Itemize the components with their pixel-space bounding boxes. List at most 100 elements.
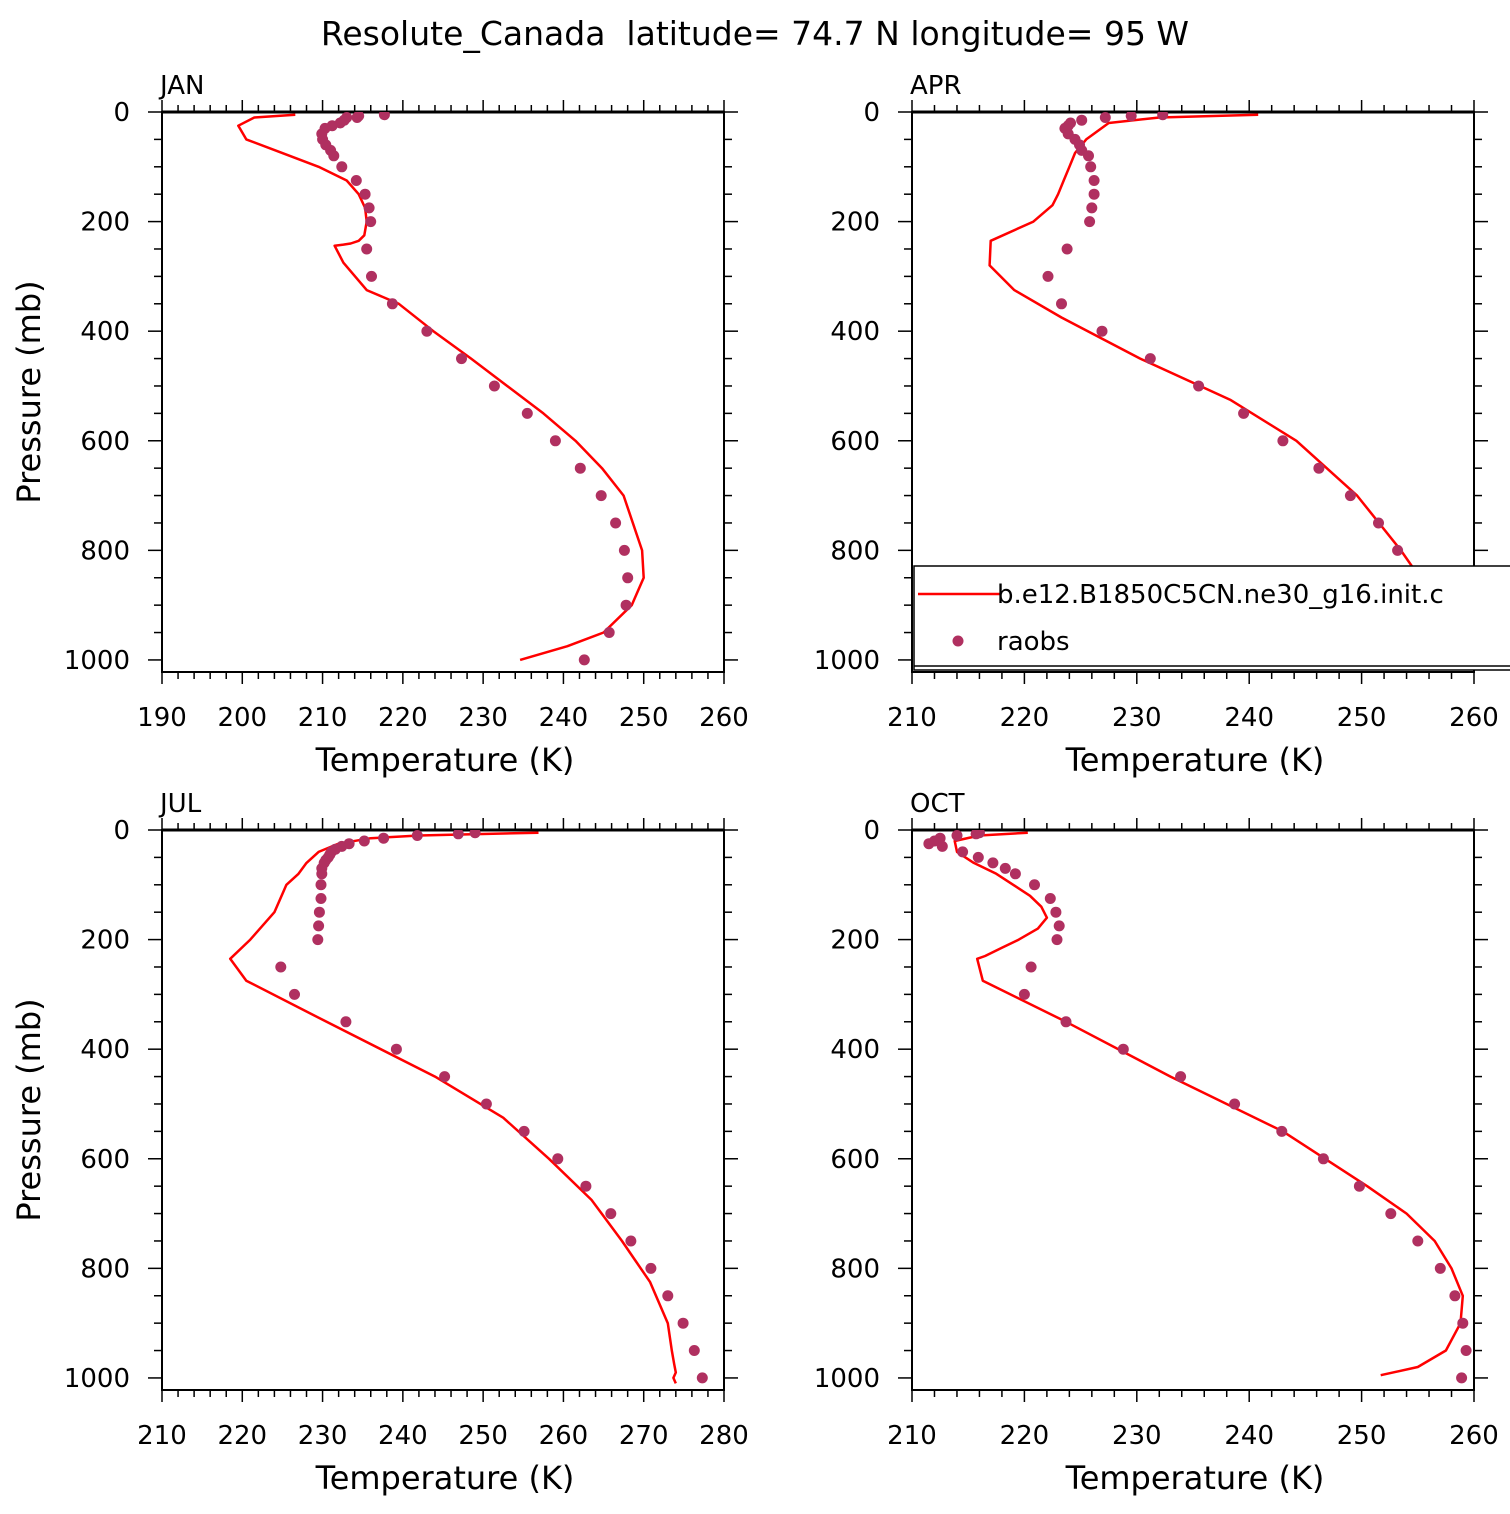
chart-jan-model-line [237, 113, 645, 662]
chart-jul-obs-point [289, 988, 300, 1000]
legend: b.e12.B1850C5CN.ne30_g16.init.c raobs [913, 565, 1510, 671]
chart-apr-obs-point [1238, 407, 1250, 419]
chart-jan-obs-point [622, 572, 634, 584]
chart-jul-obs-point [358, 835, 370, 847]
chart-jan-obs-point [328, 150, 340, 162]
chart-apr-obs-point [1042, 270, 1054, 282]
chart-apr-obs-point [1144, 353, 1156, 365]
chart-jan-x-tick-label: 210 [298, 703, 348, 733]
chart-oct-y-tick-label: 800 [830, 1254, 880, 1284]
chart-oct-obs-point [987, 857, 999, 869]
chart-oct-obs-point [970, 830, 982, 840]
chart-jan-obs-point [366, 270, 377, 282]
chart-apr-obs-point [1344, 490, 1356, 502]
chart-oct-x-tick-label: 260 [1449, 1421, 1499, 1451]
chart-jul-obs-point [275, 961, 287, 973]
chart-oct-y-tick-label: 600 [830, 1145, 880, 1175]
chart-jan-obs-point [549, 435, 561, 447]
chart-jan-obs-point [365, 216, 377, 228]
chart-apr-y-tick-label: 600 [830, 427, 880, 457]
chart-oct-x-tick-label: 210 [887, 1421, 937, 1451]
chart-jul-obs-point [340, 1016, 352, 1028]
chart-jan-obs-point [378, 112, 390, 121]
chart-oct-obs-point [1044, 893, 1056, 904]
chart-oct-obs-point [999, 862, 1011, 874]
plots-group: 190 200 210 220 230 240 250 260 0 200 400 600 800 100… [10, 71, 1499, 1497]
chart-jan-obs-point [336, 161, 348, 173]
chart-apr-obs-point [1125, 112, 1137, 122]
chart-oct-y-tick-label: 200 [830, 926, 880, 956]
chart-apr-x-tick-label: 240 [1224, 703, 1274, 733]
chart-jan-obs-point [574, 462, 586, 474]
chart-oct-obs-point [1385, 1208, 1397, 1220]
chart-jul-model-line [228, 831, 678, 1384]
chart-oct-obs-point [1175, 1071, 1187, 1083]
chart-apr-y-tick-label: 1000 [814, 646, 880, 676]
chart-oct-obs-point [923, 838, 935, 850]
chart-jul-obs-point [518, 1125, 530, 1137]
chart-jan-obs-point [618, 544, 630, 556]
chart-jul-x-tick-label: 220 [217, 1421, 267, 1451]
chart-oct-obs-point [1029, 879, 1040, 891]
chart-jul-x-tick-label: 260 [539, 1421, 589, 1451]
page-title: Resolute_Canada latitude= 74.7 N longitu… [321, 14, 1189, 53]
chart-jan-obs-point [595, 490, 607, 502]
chart-apr-obs-point [1313, 462, 1325, 474]
chart-apr-obs-point [1157, 112, 1169, 121]
chart-oct-obs-point [1117, 1043, 1129, 1055]
chart-jan-y-tick-label: 800 [80, 536, 130, 566]
chart-jul-y-tick-label: 600 [80, 1145, 130, 1175]
chart-jan-y-tick-label: 400 [80, 317, 130, 347]
chart-jan-x-tick-label: 230 [458, 703, 508, 733]
chart-jul-obs-point [313, 906, 325, 918]
chart-jul-obs-point [677, 1317, 689, 1329]
chart-jul-obs-point [315, 893, 327, 904]
chart-jul-obs-point [411, 830, 423, 841]
chart-oct-title: OCT [910, 789, 965, 819]
chart-jul-y-tick-label: 800 [80, 1254, 130, 1284]
chart-jul: 210 220 230 240 250 260 270 280 0 200 400 600 800 100… [10, 789, 749, 1497]
legend-box [913, 565, 1510, 671]
chart-apr-obs-point [1373, 517, 1384, 529]
chart-jan-obs-point [521, 407, 533, 419]
chart-jan-obs-point [421, 325, 433, 337]
chart-jan-y-tick-label: 1000 [64, 646, 130, 676]
chart-oct-obs-point [1276, 1125, 1288, 1137]
chart-oct-obs-point [1317, 1153, 1329, 1165]
chart-jan-obs-point [363, 202, 375, 214]
chart-oct-obs-point [1025, 961, 1037, 973]
chart-jan-x-tick-label: 240 [539, 703, 589, 733]
chart-apr-obs-point [1277, 435, 1289, 447]
chart-jul-obs-point [580, 1180, 592, 1192]
chart-oct-obs-point [1412, 1235, 1424, 1247]
chart-apr-y-tick-label: 200 [830, 208, 880, 238]
chart-jan-ylabel: Pressure (mb) [10, 280, 48, 503]
chart-jan: 190 200 210 220 230 240 250 260 0 200 400 600 800 100… [10, 71, 749, 779]
chart-oct-obs-point [936, 840, 948, 852]
chart-apr-x-tick-label: 220 [1000, 703, 1050, 733]
chart-jul-x-tick-label: 210 [137, 1421, 187, 1451]
chart-jul-obs-point [469, 830, 481, 839]
chart-apr-obs-point [1076, 114, 1088, 126]
chart-jul-x-tick-label: 240 [378, 1421, 428, 1451]
chart-apr-x-tick-label: 260 [1449, 703, 1499, 733]
chart-jul-obs-point [316, 868, 328, 880]
chart-jul-obs-point [662, 1290, 674, 1302]
chart-oct-x-tick-label: 240 [1224, 1421, 1274, 1451]
chart-jul-x-tick-label: 230 [298, 1421, 348, 1451]
chart-oct-obs-point [1051, 934, 1063, 946]
chart-jul-xlabel: Temperature (K) [315, 1459, 575, 1497]
chart-oct-obs-point [1449, 1290, 1461, 1302]
chart-oct-obs-point [1018, 988, 1030, 1000]
chart-jul-ylabel: Pressure (mb) [10, 998, 48, 1221]
chart-oct-obs-point [1460, 1345, 1472, 1356]
chart-jul-obs-point [552, 1153, 564, 1165]
chart-jan-obs-point [456, 353, 467, 365]
chart-oct-x-tick-label: 250 [1337, 1421, 1387, 1451]
chart-oct-y-tick-label: 0 [863, 816, 880, 846]
chart-jul-frame [161, 829, 725, 1391]
chart-apr: 210 220 230 240 250 260 0 200 400 600 800 1000 APR Te… [814, 71, 1499, 779]
chart-jan-y-tick-label: 0 [113, 98, 130, 128]
legend-obs-label: raobs [997, 627, 1070, 657]
